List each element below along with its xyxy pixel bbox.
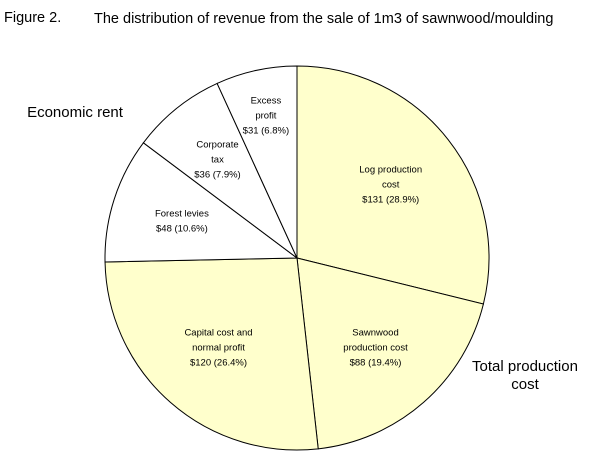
slice-label: Corporate tax $36 (7.9%) [194,139,240,180]
pie-slice [216,65,298,259]
pie-slice [142,82,298,259]
slice-label: Sawnwood production cost $88 (19.4%) [343,328,408,369]
group-label-economic-rent: Economic rent [27,104,123,121]
pie-slice [104,257,319,451]
slice-label: Log production cost $131 (28.9%) [359,165,422,206]
slice-label: Excess profit $31 (6.8%) [243,95,289,136]
group-label-total-production-cost: Total production cost [472,358,578,393]
slice-label: Forest levies $48 (10.6%) [155,208,209,234]
pie-slice [296,257,485,450]
pie-slice [296,65,490,305]
slice-label: Capital cost and normal profit $120 (26.4%… [184,328,252,369]
figure-number: Figure 2. [4,10,62,26]
pie-slice [104,142,299,263]
chart-title: The distribution of revenue from the sal… [94,11,554,27]
